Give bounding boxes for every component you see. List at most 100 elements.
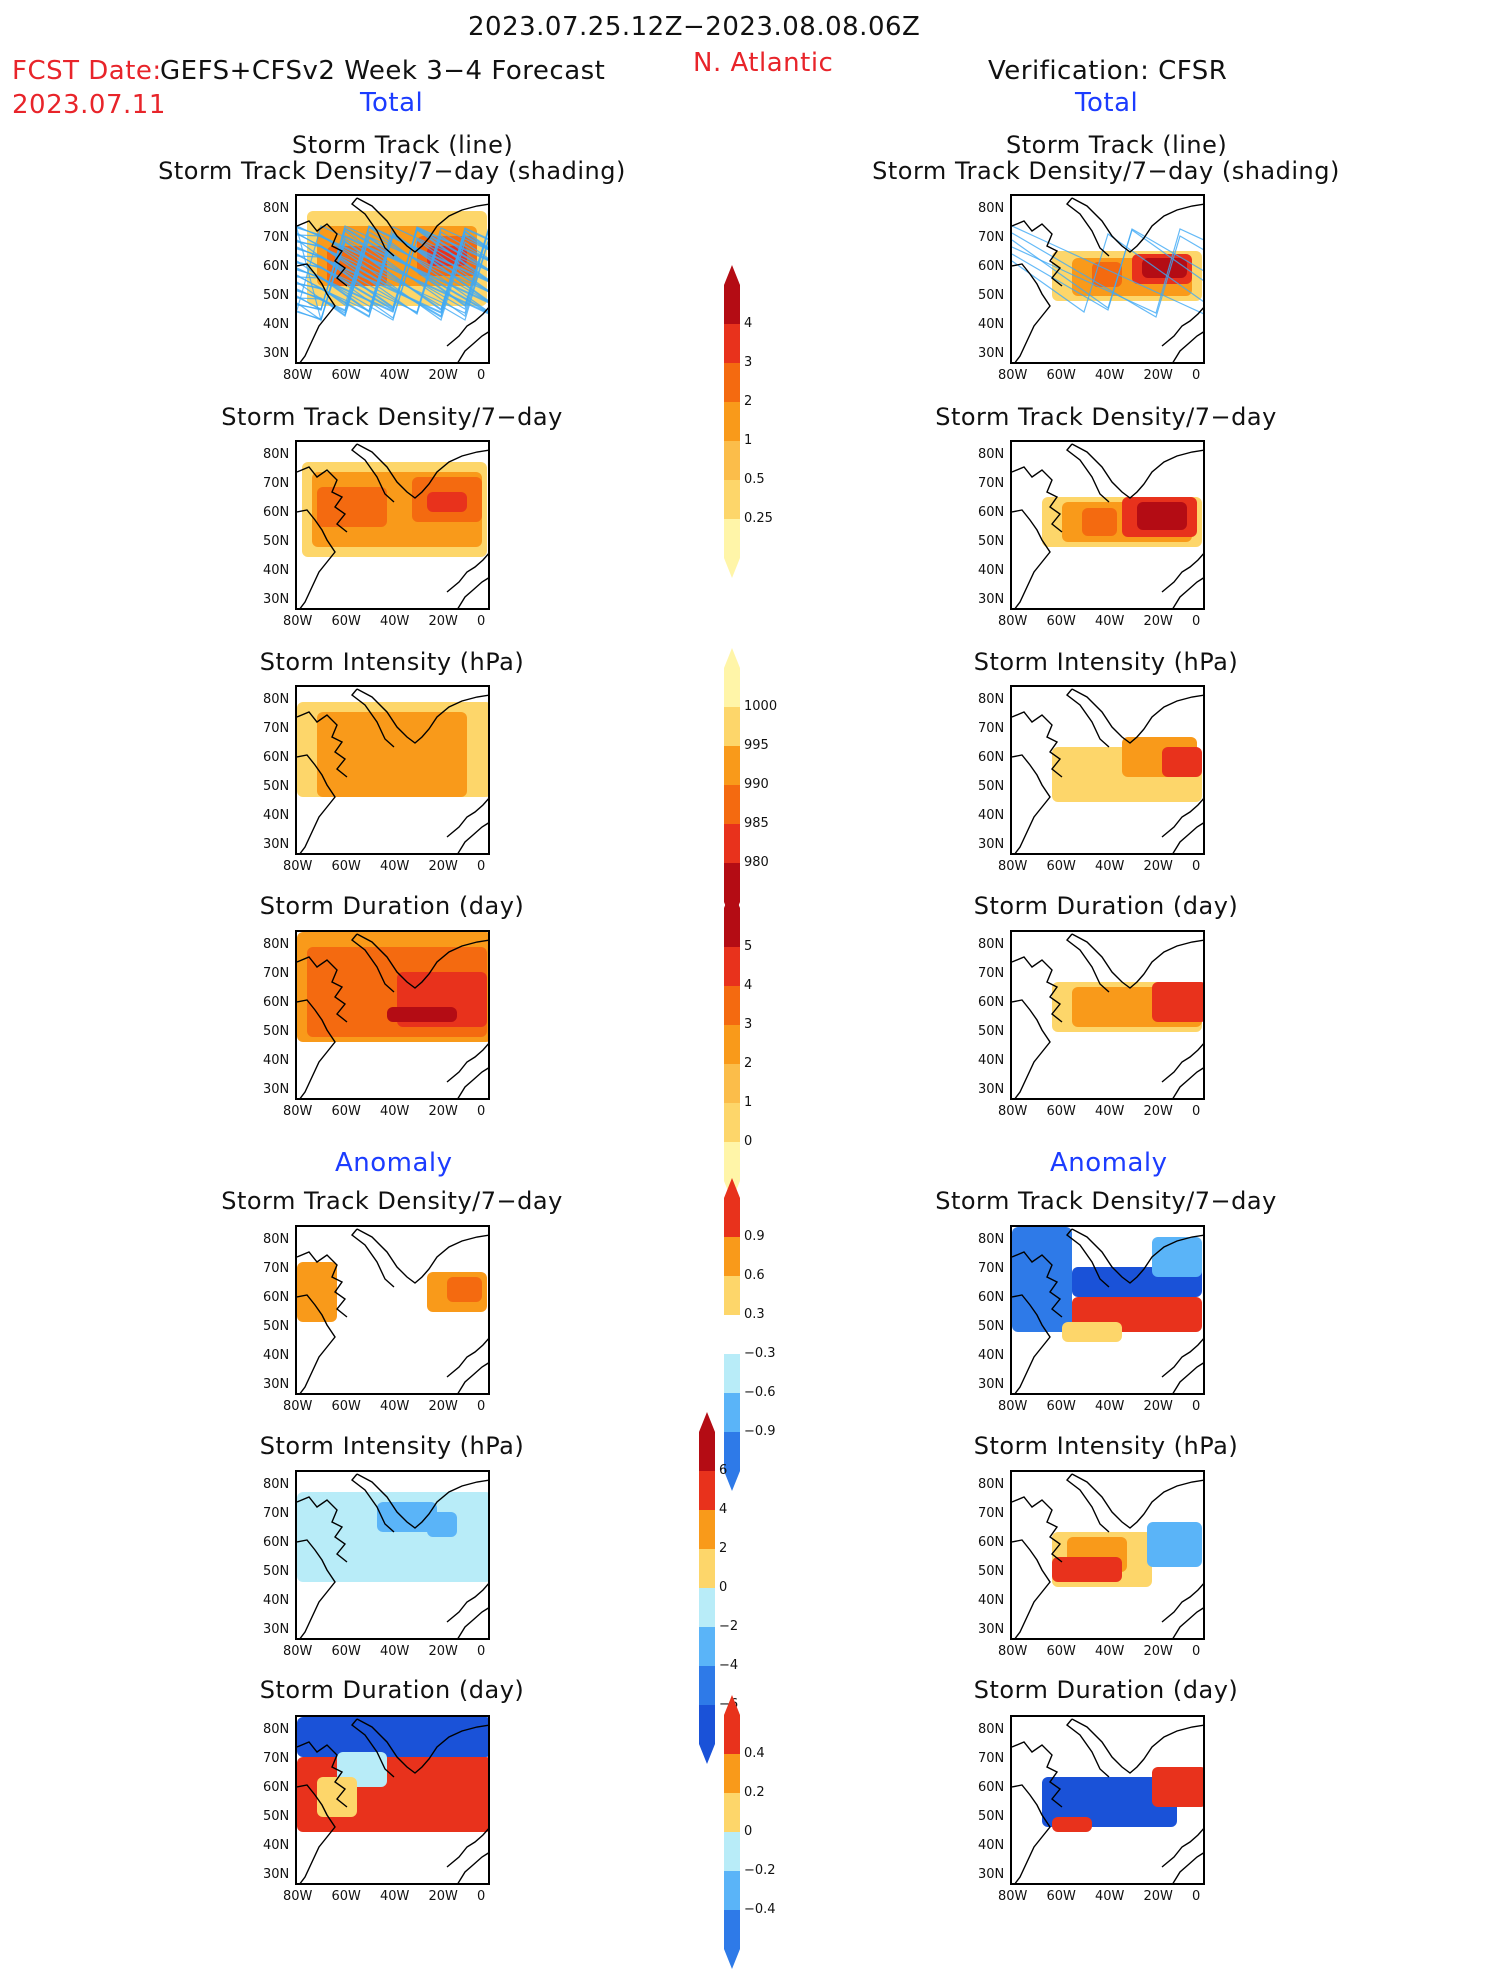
lon-tick-label: 60W <box>331 859 361 874</box>
lon-tick-label: 40W <box>1095 1644 1125 1659</box>
lat-tick-label: 50N <box>978 288 1005 303</box>
coastline <box>356 443 488 499</box>
colorbar-label: 1 <box>744 433 753 448</box>
coastline <box>1172 1852 1203 1883</box>
shading-region <box>1137 502 1187 530</box>
model-label: GEFS+CFSv2 Week 3−4 Forecast <box>160 56 606 86</box>
coastline <box>350 1718 395 1778</box>
map-density-anom-forecast <box>295 1225 490 1395</box>
colorbar-label: 4 <box>719 1502 728 1517</box>
lon-tick-label: 0 <box>477 1399 486 1414</box>
coastline <box>446 1828 488 1868</box>
map-duration-verification <box>1010 930 1205 1100</box>
colorbar-label: 0 <box>744 1824 753 1839</box>
colorbar-label: −0.6 <box>744 1385 776 1400</box>
lat-tick-label: 70N <box>978 476 1005 491</box>
coastline <box>457 331 488 362</box>
lat-tick-label: 50N <box>263 1809 290 1824</box>
lat-tick-label: 70N <box>263 1261 290 1276</box>
coastline <box>1161 1338 1203 1378</box>
lon-tick-label: 60W <box>331 1889 361 1904</box>
title-duration-anom-right: Storm Duration (day) <box>973 1676 1239 1704</box>
title-intensity-anom-right: Storm Intensity (hPa) <box>973 1432 1239 1460</box>
colorbar-label: 6 <box>719 1463 728 1478</box>
coastline <box>356 688 488 744</box>
lat-tick-label: 30N <box>263 1622 290 1637</box>
storm-track-line <box>297 228 488 323</box>
title-density-left: Storm Track Density/7−day <box>221 403 563 431</box>
coastline <box>350 1473 395 1533</box>
lat-tick-label: 30N <box>978 592 1005 607</box>
lat-tick-label: 70N <box>978 721 1005 736</box>
colorbar-label: 0 <box>719 1580 728 1595</box>
coastline <box>356 933 488 989</box>
lon-tick-label: 0 <box>1192 614 1201 629</box>
lat-tick-label: 70N <box>263 230 290 245</box>
coastline <box>1161 1043 1203 1083</box>
coastline <box>1012 466 1063 533</box>
lat-tick-label: 50N <box>978 1319 1005 1334</box>
lat-tick-label: 80N <box>263 1232 290 1247</box>
coastline <box>356 1228 488 1284</box>
lon-tick-label: 40W <box>380 1889 410 1904</box>
coastline <box>1065 688 1110 748</box>
lon-tick-label: 20W <box>428 614 458 629</box>
map-intensity-forecast <box>295 685 490 855</box>
lat-tick-label: 70N <box>978 1261 1005 1276</box>
coastline <box>1161 1583 1203 1623</box>
coastline <box>1071 1473 1203 1529</box>
colorbar-label: 0.2 <box>744 1785 765 1800</box>
colorbar-label: 0.6 <box>744 1268 765 1283</box>
colorbar-label: −0.3 <box>744 1346 776 1361</box>
lon-tick-label: 20W <box>1143 1399 1173 1414</box>
title-intensity-left: Storm Intensity (hPa) <box>259 648 525 676</box>
lon-tick-label: 40W <box>380 1644 410 1659</box>
colorbar-swatch <box>699 1705 715 1744</box>
map-duration-anom-verification <box>1010 1715 1205 1885</box>
map-density-forecast <box>295 440 490 610</box>
lon-tick-label: 60W <box>1046 1399 1076 1414</box>
colorbar-swatch <box>724 1198 740 1237</box>
title-track-line-left: Storm Track (line) <box>292 131 514 159</box>
lon-tick-label: 60W <box>331 614 361 629</box>
colorbar-swatch <box>724 947 740 986</box>
colorbar-swatch <box>724 1754 740 1793</box>
coastline <box>1065 197 1110 257</box>
colorbar-label: 0.25 <box>744 511 773 526</box>
lon-tick-label: 40W <box>1095 1889 1125 1904</box>
lat-tick-label: 50N <box>263 288 290 303</box>
lon-tick-label: 20W <box>428 1104 458 1119</box>
map-density-anom-verification <box>1010 1225 1205 1395</box>
map-intensity-verification <box>1010 685 1205 855</box>
colorbar-density-total <box>724 265 740 578</box>
shading-region <box>387 1007 457 1022</box>
storm-track-line <box>297 227 488 321</box>
title-duration-anom-left: Storm Duration (day) <box>259 1676 525 1704</box>
storm-track-line <box>1012 228 1203 311</box>
coastline <box>1012 999 1051 1098</box>
lat-tick-label: 70N <box>978 966 1005 981</box>
shading-region <box>1052 1817 1092 1832</box>
lon-tick-label: 0 <box>1192 859 1201 874</box>
colorbar-label: 0.3 <box>744 1307 765 1322</box>
coastline <box>297 956 348 1023</box>
lon-tick-label: 0 <box>477 1104 486 1119</box>
lon-tick-label: 80W <box>283 1644 313 1659</box>
lat-tick-label: 50N <box>978 1024 1005 1039</box>
lon-tick-label: 0 <box>477 614 486 629</box>
lon-tick-label: 20W <box>428 1399 458 1414</box>
shading-region <box>327 732 387 782</box>
colorbar-swatch <box>699 1666 715 1705</box>
lat-tick-label: 60N <box>978 1780 1005 1795</box>
shading-region <box>427 1512 457 1537</box>
coastline <box>1172 822 1203 853</box>
colorbar-swatch <box>724 285 740 324</box>
colorbar-intensity-total <box>724 648 740 922</box>
coastline <box>1071 1228 1203 1284</box>
lat-tick-label: 70N <box>263 1751 290 1766</box>
coastline <box>1161 307 1203 347</box>
colorbar-label: 990 <box>744 777 769 792</box>
map-duration-anom-forecast <box>295 1715 490 1885</box>
colorbar-swatch <box>699 1549 715 1588</box>
lat-tick-label: 40N <box>978 1593 1005 1608</box>
